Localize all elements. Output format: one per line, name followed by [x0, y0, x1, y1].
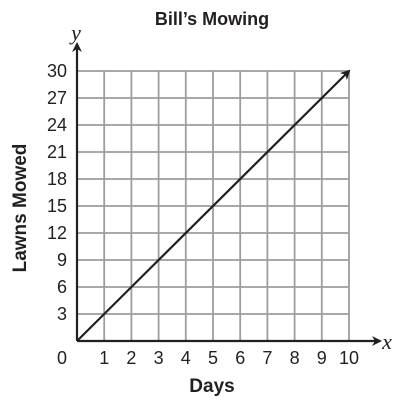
- axes: [72, 42, 382, 346]
- x-tick-label-7: 7: [262, 348, 272, 368]
- origin-label: 0: [57, 348, 67, 368]
- y-tick-label-21: 21: [47, 142, 67, 162]
- x-tick-label-10: 10: [339, 348, 359, 368]
- x-tick-label-3: 3: [154, 348, 164, 368]
- x-variable-label: x: [381, 329, 392, 354]
- x-tick-label-4: 4: [181, 348, 191, 368]
- x-tick-label-5: 5: [208, 348, 218, 368]
- y-tick-label-6: 6: [57, 277, 67, 297]
- y-tick-label-12: 12: [47, 223, 67, 243]
- y-tick-label-27: 27: [47, 88, 67, 108]
- y-variable-label: y: [69, 20, 81, 45]
- chart-title: Bill’s Mowing: [155, 9, 269, 29]
- series: [76, 69, 351, 342]
- y-tick-label-18: 18: [47, 169, 67, 189]
- x-tick-label-6: 6: [235, 348, 245, 368]
- grid: [77, 70, 350, 341]
- y-tick-label-24: 24: [47, 115, 67, 135]
- x-tick-label-9: 9: [317, 348, 327, 368]
- series-line-0: [76, 69, 351, 342]
- y-tick-label-30: 30: [47, 61, 67, 81]
- x-tick-label-8: 8: [290, 348, 300, 368]
- x-axis-label: Days: [189, 376, 234, 397]
- y-tick-label-3: 3: [57, 304, 67, 324]
- x-tick-label-2: 2: [126, 348, 136, 368]
- y-tick-label-15: 15: [47, 196, 67, 216]
- y-axis-label: Lawns Mowed: [10, 144, 31, 273]
- x-tick-label-1: 1: [99, 348, 109, 368]
- y-tick-label-9: 9: [57, 250, 67, 270]
